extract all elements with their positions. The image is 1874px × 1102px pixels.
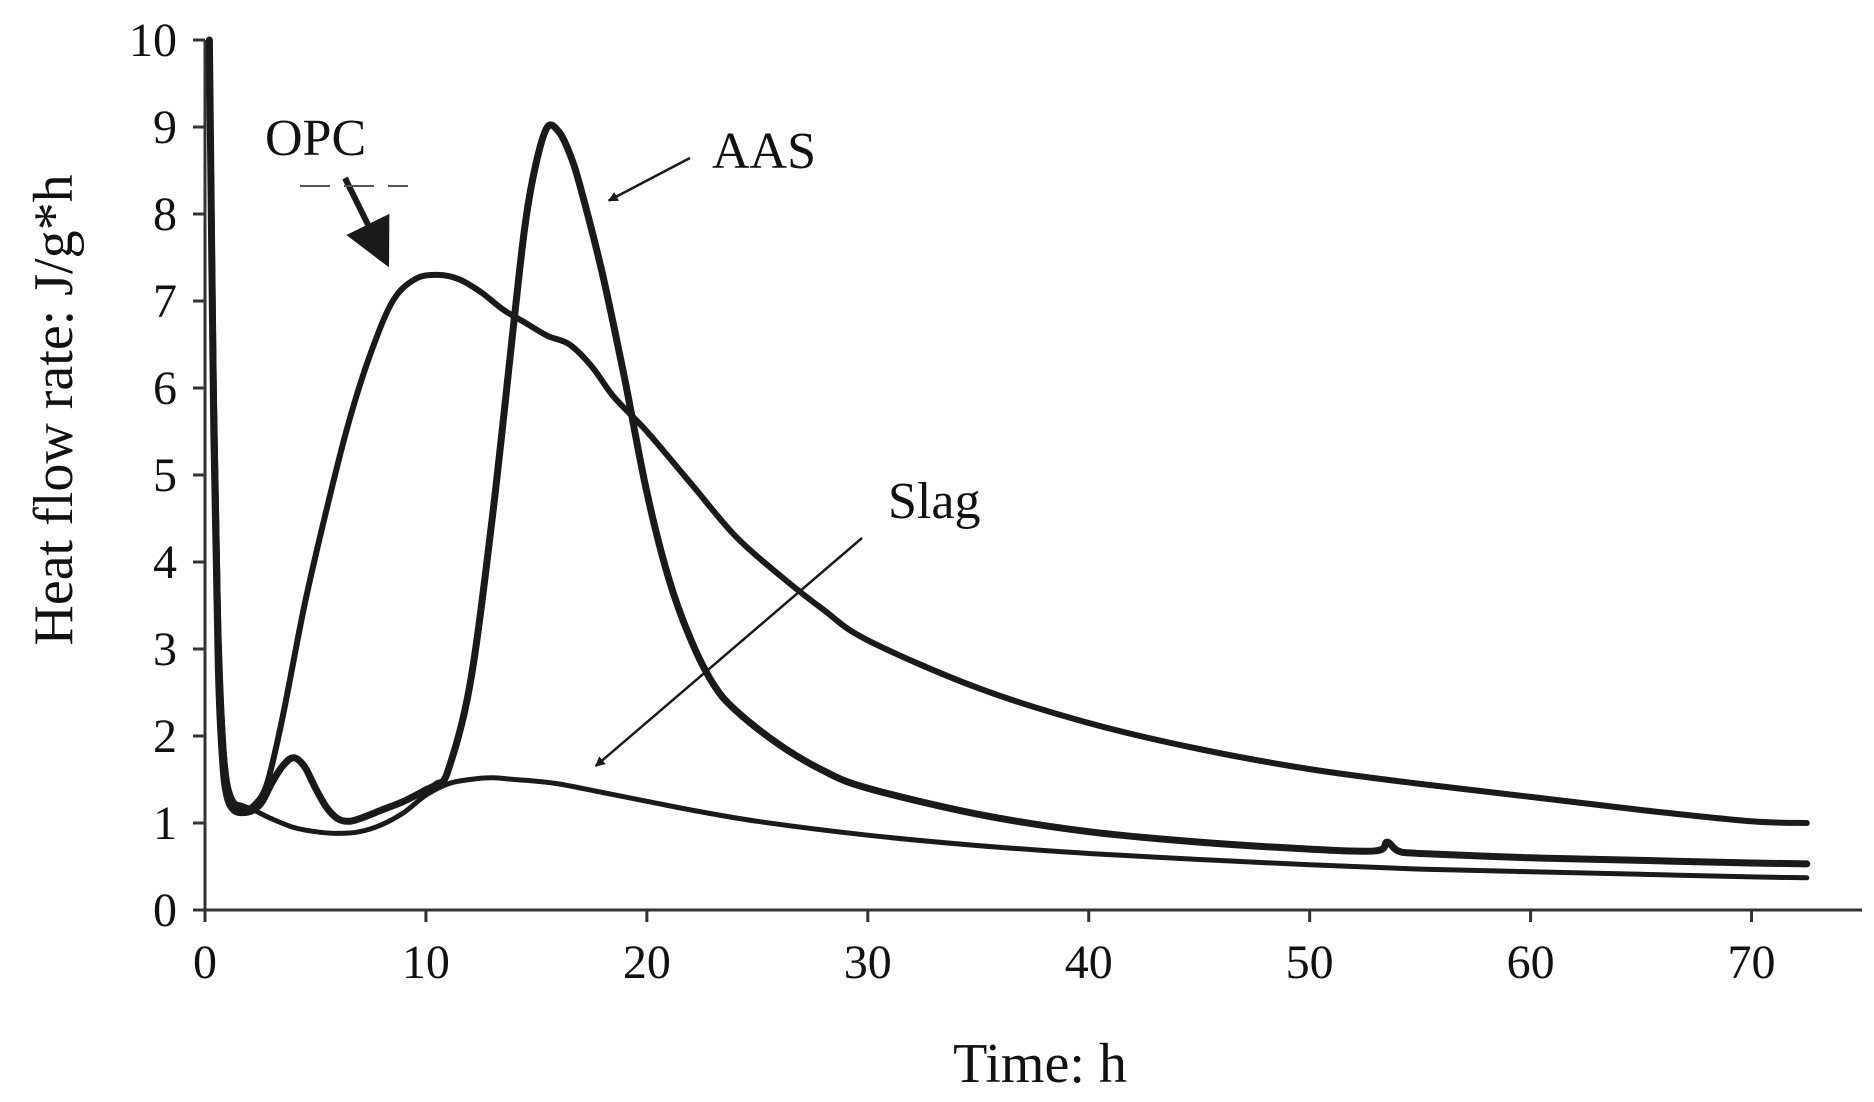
y-tick-label-2: 2 xyxy=(153,710,177,763)
x-tick-label-20: 20 xyxy=(623,936,671,989)
plot-area: 0 10 20 30 40 50 60 70 0 1 2 3 4 5 6 7 8 9 10 OPC AAS Sla… xyxy=(129,14,1862,989)
x-tick-label-40: 40 xyxy=(1065,936,1113,989)
y-tick-label-3: 3 xyxy=(153,623,177,676)
y-axis-title: Heat flow rate: J/g*h xyxy=(23,174,85,645)
y-tick-label-1: 1 xyxy=(153,797,177,850)
y-tick-label-6: 6 xyxy=(153,362,177,415)
opc-label-arrow xyxy=(342,176,390,268)
x-axis-title: Time: h xyxy=(953,1033,1127,1095)
x-tick-label-70: 70 xyxy=(1728,936,1776,989)
series-layer xyxy=(205,36,1811,881)
y-tick-label-0: 0 xyxy=(153,884,177,937)
annotation-layer: OPC AAS Slag xyxy=(265,110,980,768)
x-tick-label-10: 10 xyxy=(402,936,450,989)
x-tick-label-30: 30 xyxy=(844,936,892,989)
y-tick-label-4: 4 xyxy=(153,536,177,589)
x-tick-label-50: 50 xyxy=(1286,936,1334,989)
slag-label-arrow xyxy=(594,537,863,768)
series-line-slag xyxy=(206,37,1810,881)
x-tick-label-0: 0 xyxy=(193,936,217,989)
aas-label-arrow xyxy=(607,156,691,202)
x-axis-ticks: 0 10 20 30 40 50 60 70 xyxy=(193,910,1776,989)
opc-series-label: OPC xyxy=(265,110,366,167)
aas-series-label: AAS xyxy=(712,123,816,180)
slag-series-label: Slag xyxy=(888,473,980,530)
series-line-opc xyxy=(206,37,1810,826)
y-tick-label-9: 9 xyxy=(153,101,177,154)
series-line-aas xyxy=(205,36,1811,868)
x-tick-label-60: 60 xyxy=(1507,936,1555,989)
y-axis-ticks: 0 1 2 3 4 5 6 7 8 9 10 xyxy=(129,14,205,937)
y-tick-label-5: 5 xyxy=(153,449,177,502)
y-tick-label-7: 7 xyxy=(153,275,177,328)
y-tick-label-8: 8 xyxy=(153,188,177,241)
y-tick-label-10: 10 xyxy=(129,14,177,67)
